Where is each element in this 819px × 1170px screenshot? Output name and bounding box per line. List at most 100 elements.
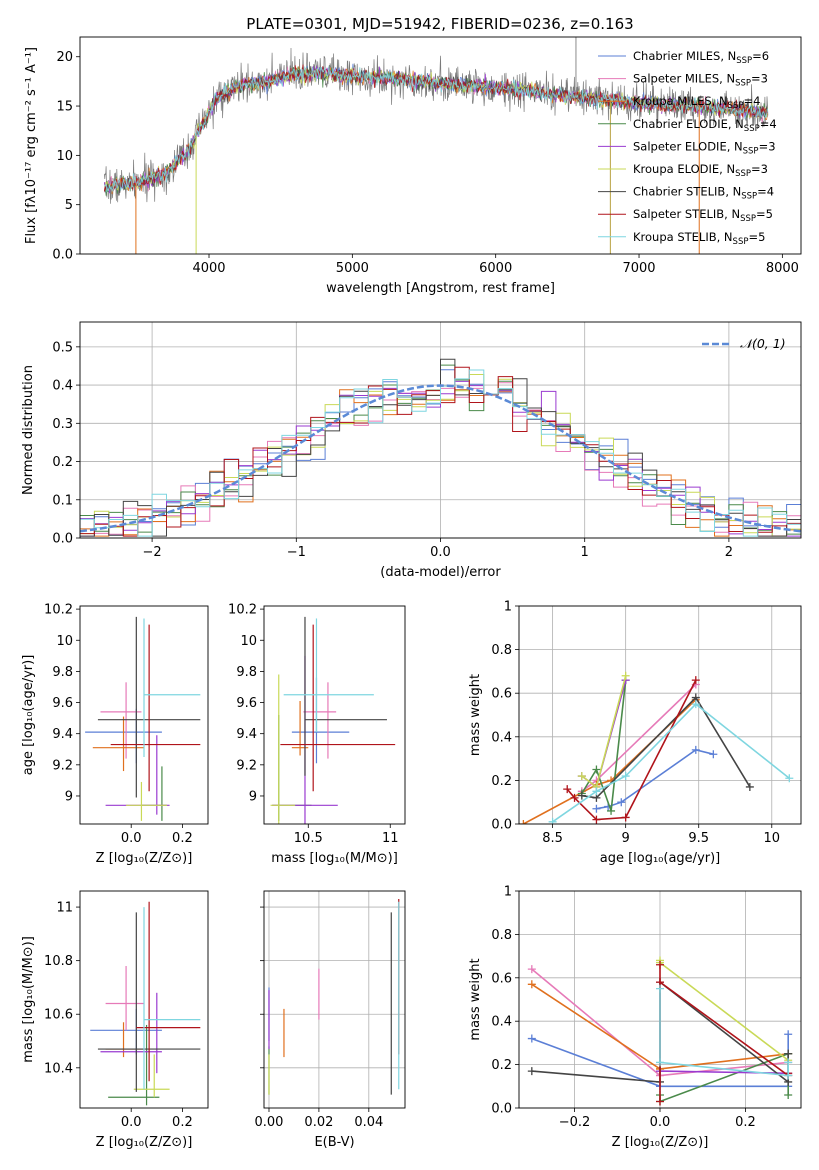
- plot-area: [527, 956, 793, 1106]
- legend-label: Chabrier MILES, NSSP=6: [633, 49, 769, 66]
- x-tick-label: 0.2: [735, 1115, 756, 1130]
- legend-subscript: SSP: [744, 124, 760, 134]
- residuals-panel: −2 −1 0.0 1 2 0.0 0.1 0.2 0.3 0.4 0.5 (data-model)/…: [21, 321, 802, 580]
- axes-frame: [263, 890, 406, 1109]
- legend-subscript: SSP: [743, 146, 759, 156]
- y-tick-label: 0.2: [52, 455, 73, 470]
- legend-normal-label: 𝒩(0, 1): [740, 336, 786, 351]
- y-tick-label: 0.6: [491, 687, 512, 702]
- mass-weight-marker: [592, 815, 601, 824]
- mass-weight-marker: [527, 980, 536, 989]
- x-tick-label: 6000: [479, 261, 512, 276]
- mass-weight-marker: [784, 1049, 793, 1058]
- mass-weight-marker: [621, 772, 630, 781]
- x-tick-label: 0.2: [172, 1115, 193, 1130]
- legend-nssp-value: =4: [743, 94, 760, 108]
- legend-model-name: Salpeter ELODIE, N: [633, 139, 743, 153]
- y-tick-label: 9: [249, 789, 257, 804]
- y-tick-label: 0.4: [491, 1015, 512, 1030]
- y-tick-label: 0.2: [491, 774, 512, 789]
- legend-nssp-value: =3: [751, 72, 768, 86]
- y-axis-label: mass weight: [468, 958, 483, 1040]
- y-tick-label: 5: [65, 198, 73, 213]
- x-axis-label: Z [log₁₀(Z/Z⊙)]: [612, 1135, 709, 1150]
- x-axis-label: E(B-V): [314, 1135, 354, 1150]
- y-tick-label: 0.0: [491, 1102, 512, 1117]
- x-axis-label: (data-model)/error: [380, 565, 501, 580]
- legend-model-name: Salpeter STELIB, N: [633, 207, 740, 221]
- y-tick-label: 10.4: [44, 1061, 73, 1076]
- y-tick-label: 10.2: [228, 603, 257, 618]
- residual-histogram-step: [80, 369, 801, 538]
- y-tick-label: 0.2: [491, 1058, 512, 1073]
- y-tick-label: 1: [504, 600, 512, 615]
- legend-label: Kroupa MILES, NSSP=4: [633, 94, 760, 111]
- mass-weight-marker: [691, 676, 700, 685]
- mass-weight-marker: [592, 804, 601, 813]
- y-tick-label: 15: [56, 100, 73, 115]
- y-tick-label: 9.6: [52, 696, 73, 711]
- y-axis-label: Normed distribution: [21, 365, 36, 495]
- x-tick-label: 4000: [192, 261, 225, 276]
- x-tick-label: 0.0: [121, 1115, 142, 1130]
- mass-weight-series-line: [581, 675, 627, 789]
- y-tick-label: 11: [56, 901, 73, 916]
- mass-weight-marker: [691, 700, 700, 709]
- x-tick-label: 2: [725, 545, 733, 560]
- model-spectrum-line: [104, 66, 768, 193]
- mass-weight-marker: [656, 960, 664, 969]
- x-tick-label: 0.0: [121, 831, 142, 846]
- legend-label: Salpeter STELIB, NSSP=5: [633, 207, 773, 224]
- model-spectrum-line: [104, 65, 768, 193]
- x-tick-label: 10: [764, 831, 781, 846]
- mass-weight-marker: [527, 1067, 536, 1076]
- mass-weight-marker: [621, 813, 630, 822]
- age-vs-metallicity-panel: 0.0 0.2 9 9.2 9.4 9.6 9.8 10 10.2 Z [log₁₀(Z/Z⊙)]…: [21, 603, 209, 866]
- spectrum-panel: 4000 5000 6000 7000 8000 0.0 5 10 15 20 wavelength…: [24, 36, 802, 296]
- y-tick-label: 10: [56, 149, 73, 164]
- y-tick-label: 0.1: [52, 493, 73, 508]
- y-tick-label: 10.2: [44, 603, 73, 618]
- mass-weight-marker: [519, 820, 528, 824]
- y-tick-label: 9.8: [236, 665, 257, 680]
- y-axis-label: age [log₁₀(age/yr)]: [21, 655, 36, 776]
- x-axis-label: Z [log₁₀(Z/Z⊙)]: [96, 1135, 193, 1150]
- mass-weight-marker: [784, 1058, 793, 1067]
- x-tick-label: −2: [143, 545, 162, 560]
- legend-label: Chabrier STELIB, NSSP=4: [633, 185, 774, 202]
- x-tick-label: 1: [581, 545, 589, 560]
- mass-weight-marker: [570, 793, 579, 802]
- x-tick-label: 0.04: [354, 1115, 383, 1130]
- mass-weight-marker: [577, 772, 586, 781]
- plot-area: [90, 901, 201, 1106]
- y-tick-label: 9.6: [236, 696, 257, 711]
- x-tick-label: 11: [382, 831, 399, 846]
- mass-weight-marker: [709, 750, 718, 759]
- y-tick-label: 9.8: [52, 665, 73, 680]
- x-tick-label: 0.2: [172, 831, 193, 846]
- legend-subscript: SSP: [728, 101, 744, 111]
- mass-weight-marker: [563, 785, 572, 794]
- legend-model-name: Chabrier ELODIE, N: [633, 117, 744, 131]
- weight-vs-age-panel: 8.5 9 9.5 10 0.0 0.2 0.4 0.6 0.8 1 age [log₁₀(age/…: [468, 600, 802, 866]
- y-axis-label: mass [log₁₀(M/M⊙)]: [21, 936, 36, 1063]
- mass-weight-marker: [656, 984, 664, 993]
- plot-area: [85, 616, 201, 821]
- mass-weight-marker: [785, 774, 794, 783]
- y-tick-label: 10.8: [44, 954, 73, 969]
- legend-subscript: SSP: [741, 192, 757, 202]
- legend-label: Chabrier ELODIE, NSSP=4: [633, 117, 777, 134]
- axes-frame: [79, 321, 802, 539]
- legend-nssp-value: =3: [751, 162, 768, 176]
- mass-weight-marker: [691, 745, 700, 754]
- y-tick-label: 0.4: [491, 730, 512, 745]
- x-tick-label: −0.2: [559, 1115, 591, 1130]
- mass-weight-marker: [745, 782, 754, 791]
- mass-weight-marker: [617, 798, 626, 807]
- plot-area: [104, 37, 769, 254]
- legend-nssp-value: =5: [748, 230, 765, 244]
- legend-label: Kroupa STELIB, NSSP=5: [633, 230, 765, 247]
- y-tick-label: 0.4: [52, 379, 73, 394]
- plot-area: [80, 358, 801, 538]
- plot-area: [268, 899, 400, 1095]
